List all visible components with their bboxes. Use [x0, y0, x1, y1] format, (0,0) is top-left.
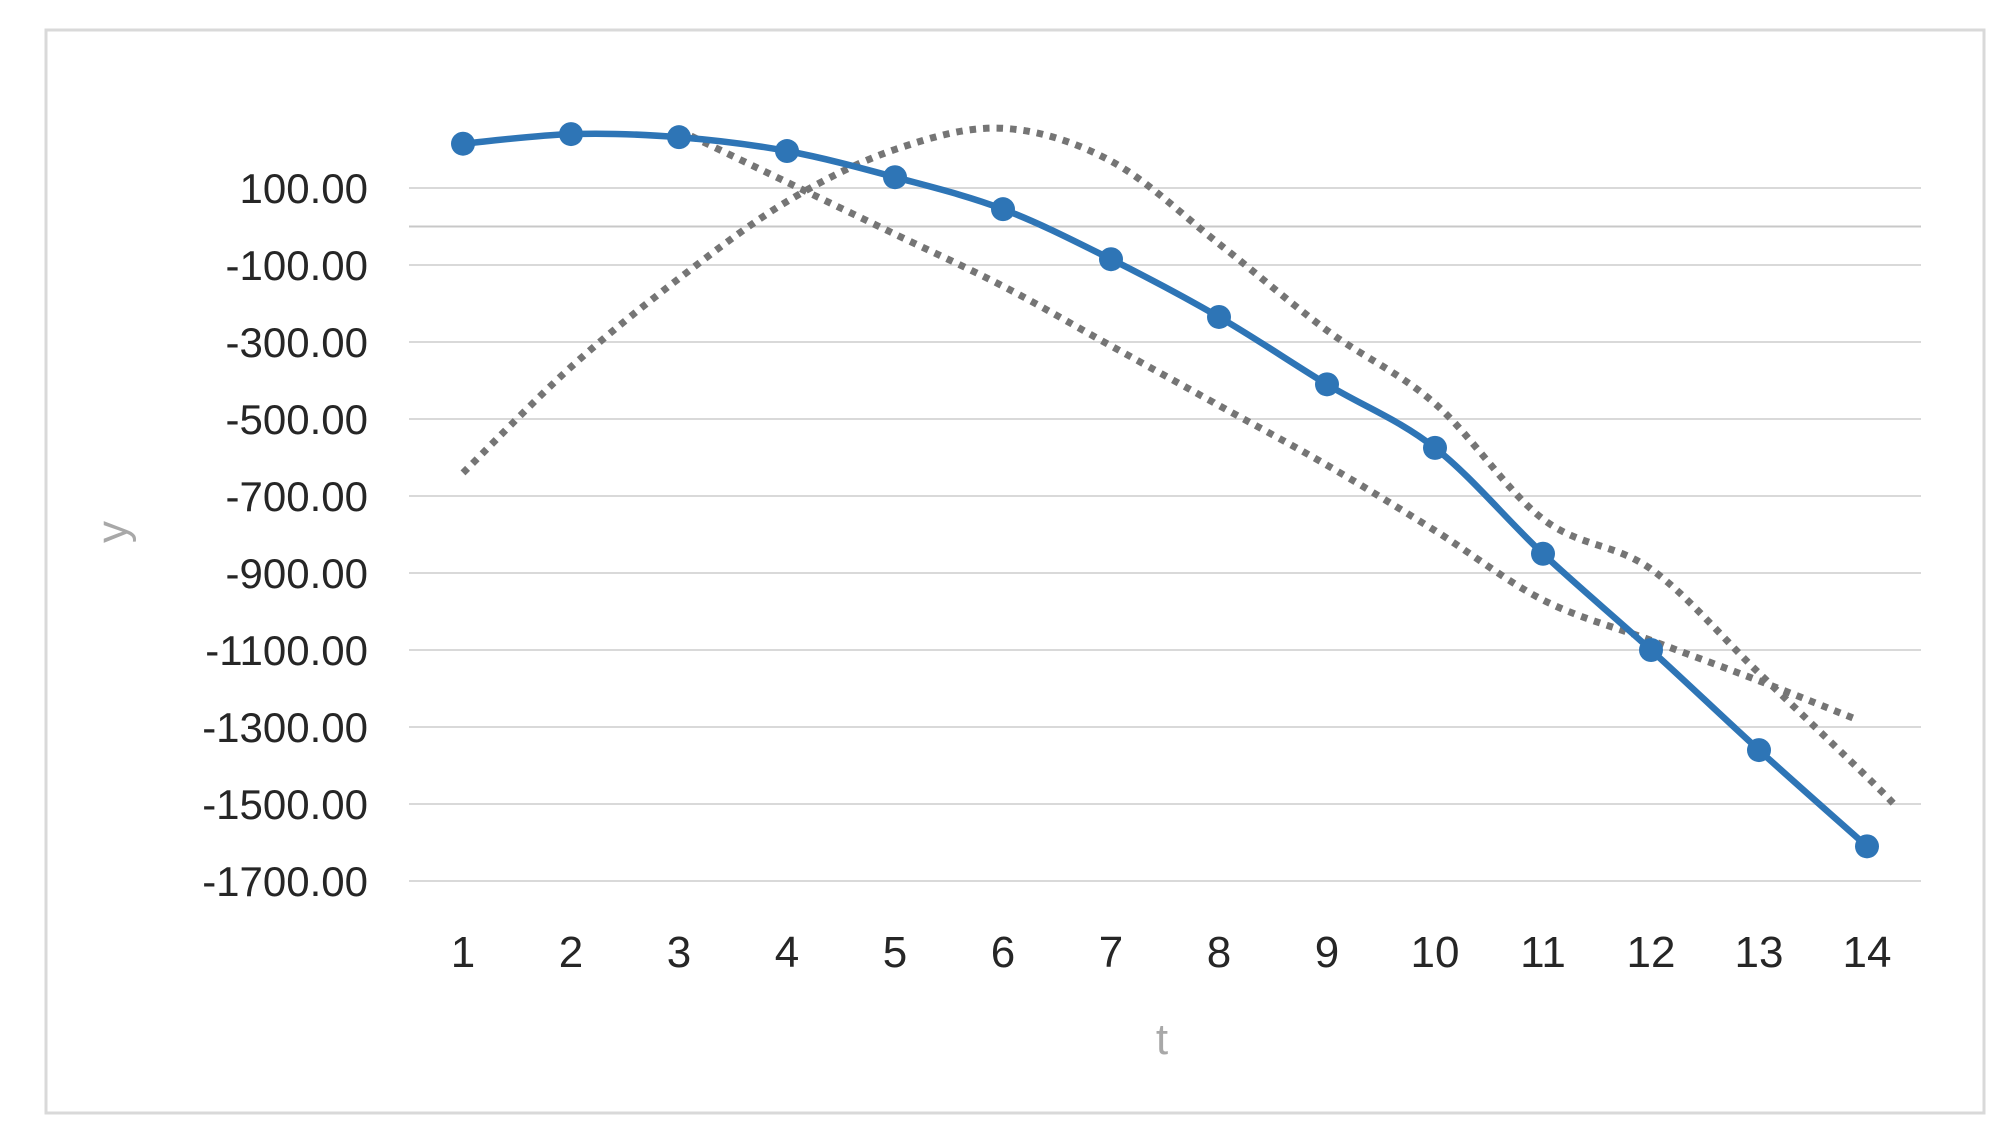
data-point-marker [1423, 435, 1447, 460]
y-tick-label: -1100.00 [205, 627, 368, 674]
y-tick-label: -700.00 [226, 473, 368, 520]
x-tick-label: 4 [775, 928, 799, 977]
data-point-marker [1531, 541, 1555, 566]
data-point-marker [883, 165, 907, 190]
y-tick-label: -1700.00 [202, 858, 368, 905]
x-tick-label: 7 [1099, 928, 1123, 977]
x-tick-label: 5 [883, 928, 907, 977]
series-group [451, 122, 1897, 859]
x-tick-label: 8 [1207, 928, 1231, 977]
series-line-dotted_gray_b [677, 127, 1858, 723]
x-tick-label: 2 [559, 928, 583, 977]
y-axis-title: y [88, 521, 137, 543]
y-tick-label: -300.00 [226, 319, 368, 366]
x-tick-label: 9 [1315, 928, 1339, 977]
y-tick-label: 100.00 [240, 165, 368, 212]
x-tick-label: 11 [1520, 928, 1566, 977]
data-point-marker [559, 122, 583, 147]
y-tick-label: -900.00 [226, 550, 368, 597]
data-point-marker [1639, 638, 1663, 662]
data-point-marker [1315, 372, 1339, 397]
x-tick-label: 6 [991, 928, 1015, 977]
data-point-marker [1747, 738, 1771, 763]
x-tick-label: 14 [1843, 928, 1892, 977]
x-tick-label: 12 [1627, 928, 1676, 977]
data-point-marker [991, 197, 1015, 222]
data-point-marker [1207, 304, 1231, 329]
gridlines-group [409, 187, 1921, 882]
data-point-marker [451, 131, 475, 156]
series-line-dotted_gray_a [460, 124, 1897, 807]
y-tick-label: -500.00 [226, 396, 368, 443]
x-axis-title: t [1156, 1015, 1168, 1064]
x-tick-label: 10 [1411, 928, 1460, 977]
x-tick-label: 3 [667, 928, 691, 977]
data-point-marker [1855, 834, 1879, 859]
tick-labels-group: 100.00 -100.00 -300.00 -500.00 -700.00 -900.0… [202, 165, 1891, 977]
y-tick-label: -100.00 [226, 242, 368, 289]
x-tick-label: 13 [1735, 928, 1784, 977]
y-tick-label: -1300.00 [202, 704, 368, 751]
y-tick-label: -1500.00 [202, 781, 368, 828]
data-point-marker [1099, 247, 1123, 272]
data-point-marker [667, 125, 691, 150]
x-tick-label: 1 [451, 928, 475, 977]
data-point-marker [775, 139, 799, 164]
